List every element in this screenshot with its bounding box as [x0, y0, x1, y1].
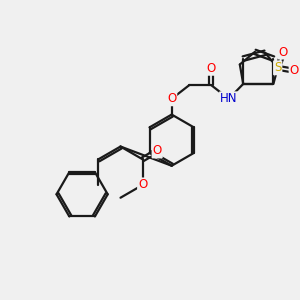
Text: O: O — [138, 178, 147, 191]
Text: O: O — [206, 62, 216, 75]
Text: O: O — [290, 64, 299, 77]
Text: O: O — [279, 46, 288, 59]
Text: HN: HN — [220, 92, 238, 105]
Text: O: O — [152, 145, 162, 158]
Text: S: S — [274, 61, 281, 74]
Text: O: O — [167, 92, 176, 105]
